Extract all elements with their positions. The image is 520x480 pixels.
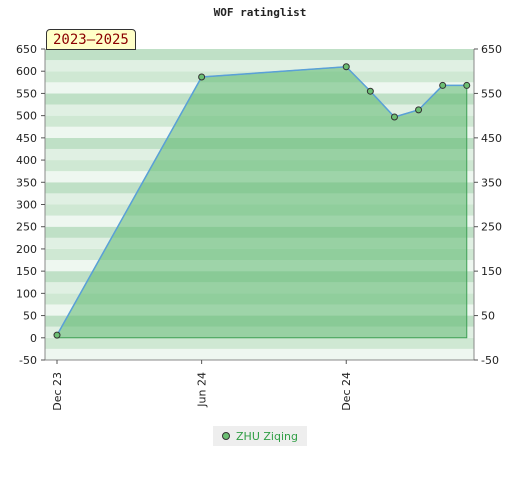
legend[interactable]: ZHU Ziqing xyxy=(213,426,307,446)
data-point xyxy=(390,113,398,121)
plot-band xyxy=(45,348,474,360)
y-tick-label-left: 400 xyxy=(16,154,37,167)
y-tick-label-right: 350 xyxy=(481,176,502,189)
y-tick-label-left: -50 xyxy=(19,354,37,367)
data-point xyxy=(415,106,423,114)
period-badge: 2023—2025 xyxy=(46,29,136,50)
y-tick-label-right: 250 xyxy=(481,221,502,234)
y-tick-label-left: 200 xyxy=(16,243,37,256)
data-point xyxy=(342,63,350,71)
legend-marker-icon xyxy=(222,432,231,440)
y-tick-label-left: 550 xyxy=(16,87,37,100)
x-tick-label: Dec 24 xyxy=(340,372,353,411)
y-tick-label-left: 50 xyxy=(23,310,37,323)
chart-title: WOF ratinglist xyxy=(214,6,307,19)
y-tick-label-right: -50 xyxy=(481,354,499,367)
marker-layer xyxy=(53,63,471,339)
series-line xyxy=(56,65,467,336)
data-point xyxy=(439,81,447,89)
axes: 650600550500450400350300250200150100500-… xyxy=(16,43,502,411)
plot-band xyxy=(45,49,474,61)
y-tick-label-left: 650 xyxy=(16,43,37,56)
y-tick-label-right: 150 xyxy=(481,265,502,278)
y-tick-label-left: 100 xyxy=(16,287,37,300)
plot-band xyxy=(45,337,474,349)
y-tick-label-left: 150 xyxy=(16,265,37,278)
x-tick-label: Jun 24 xyxy=(196,372,209,408)
y-tick-label-right: 450 xyxy=(481,132,502,145)
y-tick-label-left: 300 xyxy=(16,199,37,212)
plot-band xyxy=(45,60,474,72)
data-point xyxy=(366,87,374,95)
data-point xyxy=(198,73,206,81)
data-point xyxy=(53,331,61,339)
legend-label: ZHU Ziqing xyxy=(236,429,298,443)
x-tick-label: Dec 23 xyxy=(51,372,64,411)
data-point xyxy=(463,81,471,89)
y-tick-label-left: 500 xyxy=(16,110,37,123)
y-tick-label-left: 0 xyxy=(30,332,37,345)
y-tick-label-left: 350 xyxy=(16,176,37,189)
y-tick-label-left: 450 xyxy=(16,132,37,145)
y-tick-label-right: 550 xyxy=(481,87,502,100)
y-tick-label-left: 250 xyxy=(16,221,37,234)
y-tick-label-right: 50 xyxy=(481,310,495,323)
y-tick-label-right: 650 xyxy=(481,43,502,56)
y-tick-label-left: 600 xyxy=(16,65,37,78)
